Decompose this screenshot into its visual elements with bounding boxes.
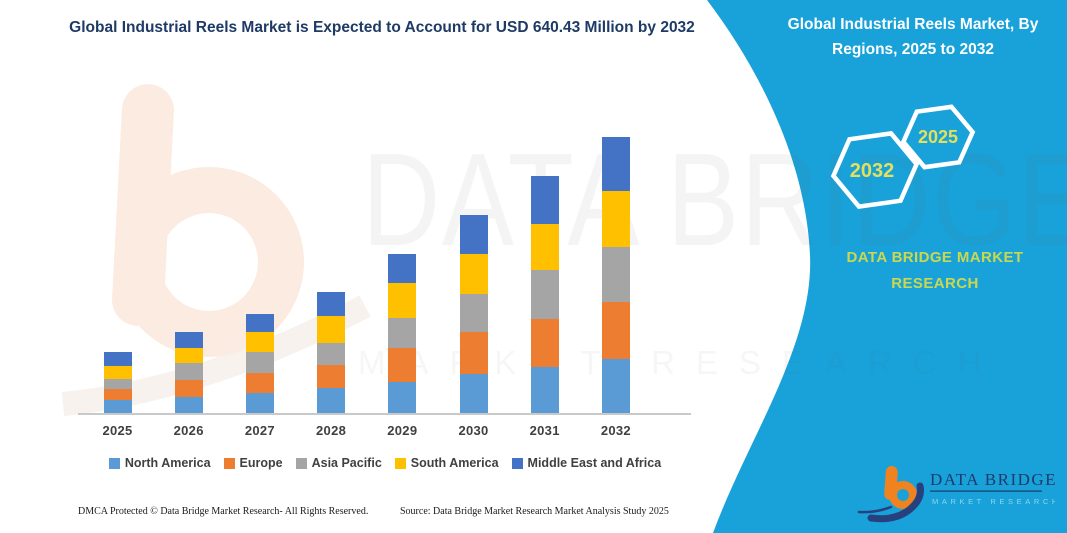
bar-segment-north-america <box>388 381 417 413</box>
brand-text: DATA BRIDGE MARKET RESEARCH <box>840 245 1030 296</box>
bar-segment-asia-pacific <box>459 293 488 332</box>
bar-segment-asia-pacific <box>601 246 630 303</box>
chart-legend: North America Europe Asia Pacific South Ame… <box>78 456 692 470</box>
x-axis-label-2030: 2030 <box>458 423 489 438</box>
bar-segment-asia-pacific <box>174 363 203 381</box>
legend-swatch-icon <box>108 457 120 469</box>
stacked-bar-2026 <box>174 332 203 413</box>
legend-label: Middle East and Africa <box>527 456 662 470</box>
bar-segment-middle-east-and-africa <box>245 313 274 332</box>
x-axis-label-2025: 2025 <box>102 423 133 438</box>
x-axis-label-2032: 2032 <box>600 423 631 438</box>
bar-segment-middle-east-and-africa <box>530 175 559 225</box>
bar-segment-south-america <box>317 316 346 344</box>
hexagon-2025-icon: 2025 <box>900 104 976 170</box>
logo-wordmark: DATA BRIDGE <box>930 470 1055 489</box>
bar-segment-north-america <box>601 358 630 413</box>
bar-segment-north-america <box>530 366 559 413</box>
teal-panel-path <box>707 0 1067 533</box>
bar-segment-asia-pacific <box>245 351 274 374</box>
logo-b-icon <box>857 466 924 523</box>
bar-segment-south-america <box>530 224 559 271</box>
bar-segment-europe <box>530 318 559 367</box>
stacked-bar-2028 <box>317 292 346 413</box>
legend-swatch-icon <box>295 457 307 469</box>
legend-swatch-icon <box>511 457 523 469</box>
hexagon-2025-label: 2025 <box>918 127 958 147</box>
x-axis-line <box>78 413 691 415</box>
bar-segment-north-america <box>459 373 488 413</box>
bar-segment-middle-east-and-africa <box>388 254 417 284</box>
legend-label: Asia Pacific <box>311 456 382 470</box>
year-hexagons: 2032 2025 <box>830 104 976 209</box>
bar-segment-asia-pacific <box>530 270 559 319</box>
bar-segment-south-america <box>388 283 417 319</box>
legend-item-europe: Europe <box>223 456 283 470</box>
x-axis-label-2026: 2026 <box>173 423 204 438</box>
bar-segment-europe <box>317 364 346 388</box>
bar-segment-middle-east-and-africa <box>459 215 488 254</box>
legend-swatch-icon <box>394 457 406 469</box>
bar-segment-asia-pacific <box>103 378 132 389</box>
bar-segment-south-america <box>459 253 488 294</box>
hexagon-2032-icon: 2032 <box>830 131 920 209</box>
legend-item-asia-pacific: Asia Pacific <box>295 456 382 470</box>
x-axis-label-2031: 2031 <box>529 423 560 438</box>
stacked-bar-2032 <box>601 137 630 413</box>
bar-segment-south-america <box>601 190 630 247</box>
x-axis-label-2028: 2028 <box>316 423 347 438</box>
bar-segment-middle-east-and-africa <box>174 332 203 349</box>
source-text: Source: Data Bridge Market Research Mark… <box>400 506 669 517</box>
bar-segment-europe <box>601 302 630 359</box>
legend-label: South America <box>410 456 499 470</box>
side-panel-heading: Global Industrial Reels Market, By Regio… <box>787 16 1039 58</box>
legend-item-north-america: North America <box>108 456 211 470</box>
bar-segment-middle-east-and-africa <box>317 292 346 317</box>
stacked-bar-2025 <box>103 352 132 413</box>
bar-segment-north-america <box>245 393 274 413</box>
legend-swatch-icon <box>223 457 235 469</box>
bar-segment-south-america <box>174 348 203 364</box>
bar-segment-europe <box>459 331 488 374</box>
legend-label: North America <box>124 456 211 470</box>
bar-segment-europe <box>388 348 417 382</box>
bar-segment-north-america <box>103 400 132 413</box>
x-axis-label-2029: 2029 <box>387 423 418 438</box>
bar-segment-europe <box>245 373 274 394</box>
bar-segment-south-america <box>245 331 274 352</box>
bar-segment-europe <box>103 388 132 401</box>
bar-segment-asia-pacific <box>388 318 417 349</box>
page-title: Global Industrial Reels Market is Expect… <box>69 19 695 36</box>
brand-text-line2: RESEARCH <box>891 274 979 292</box>
stacked-bar-2029 <box>388 254 417 413</box>
bar-segment-middle-east-and-africa <box>103 352 132 366</box>
legend-label: Europe <box>239 456 283 470</box>
stacked-bar-2031 <box>530 175 559 413</box>
logo-tagline: MARKET RESEARCH <box>932 497 1055 506</box>
bar-segment-europe <box>174 380 203 398</box>
stacked-bar-2027 <box>245 313 274 413</box>
legend-item-south-america: South America <box>394 456 499 470</box>
bar-segment-north-america <box>174 397 203 413</box>
hexagon-2032-label: 2032 <box>850 160 895 182</box>
stacked-bar-2030 <box>459 215 488 413</box>
bar-segment-north-america <box>317 387 346 413</box>
bar-segment-middle-east-and-africa <box>601 137 630 191</box>
bar-segment-asia-pacific <box>317 343 346 365</box>
bar-segment-south-america <box>103 365 132 379</box>
dmca-copyright-text: DMCA Protected © Data Bridge Market Rese… <box>78 506 369 517</box>
brand-text-line1: DATA BRIDGE MARKET <box>846 249 1024 266</box>
legend-item-middle-east-and-africa: Middle East and Africa <box>511 456 662 470</box>
x-axis-label-2027: 2027 <box>244 423 275 438</box>
data-bridge-logo: DATA BRIDGE MARKET RESEARCH <box>857 466 1055 523</box>
